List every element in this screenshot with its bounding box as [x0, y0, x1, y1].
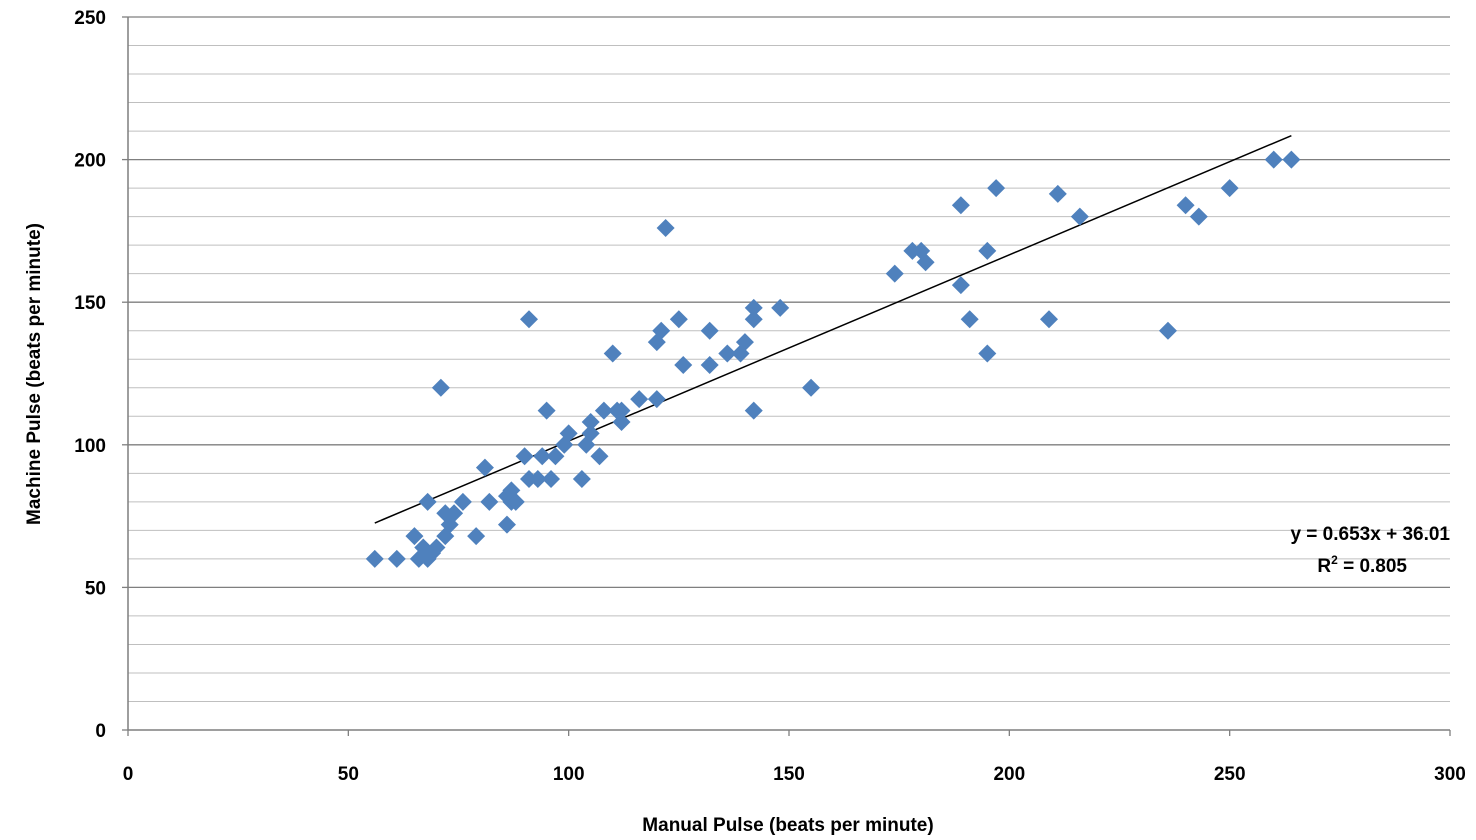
y-tick-label: 50: [85, 578, 106, 599]
data-point: [537, 401, 556, 420]
data-point: [528, 470, 547, 489]
data-points: [365, 150, 1301, 568]
x-axis-title: Manual Pulse (beats per minute): [642, 815, 933, 836]
data-point: [771, 298, 790, 317]
data-point: [744, 310, 763, 329]
trendline: [374, 134, 1292, 524]
data-point: [652, 321, 671, 340]
data-point: [700, 321, 719, 340]
y-tick-label: 200: [74, 151, 106, 172]
data-point: [581, 412, 600, 431]
data-point: [744, 401, 763, 420]
data-point: [744, 298, 763, 317]
r-squared-superscript: 2: [1331, 553, 1338, 567]
y-tick-label: 150: [74, 293, 106, 314]
r-squared-value: = 0.805: [1338, 556, 1408, 577]
trendline-group: [374, 134, 1292, 524]
data-point: [1039, 310, 1058, 329]
data-point: [418, 492, 437, 511]
data-point: [546, 447, 565, 466]
data-point: [978, 241, 997, 260]
data-point: [1264, 150, 1283, 169]
data-point: [1220, 179, 1239, 198]
data-point: [542, 470, 561, 489]
x-tick-label: 250: [1214, 764, 1246, 785]
data-point: [700, 355, 719, 374]
data-point: [718, 344, 737, 363]
x-tick-label: 100: [553, 764, 585, 785]
data-point: [960, 310, 979, 329]
data-point: [612, 412, 631, 431]
data-point: [1282, 150, 1301, 169]
data-point: [365, 549, 384, 568]
data-point: [1158, 321, 1177, 340]
data-point: [802, 378, 821, 397]
data-point: [674, 355, 693, 374]
data-point: [387, 549, 406, 568]
data-point: [453, 492, 472, 511]
data-point: [559, 424, 578, 443]
data-point: [445, 504, 464, 523]
data-point: [506, 492, 525, 511]
y-tick-label: 100: [74, 436, 106, 457]
data-point: [987, 179, 1006, 198]
data-point: [520, 310, 539, 329]
gridlines: [128, 16, 1450, 702]
data-point: [581, 424, 600, 443]
data-point: [656, 219, 675, 238]
y-tick-labels: 0 50 100 150 200 250: [74, 8, 106, 742]
data-point: [647, 390, 666, 409]
data-point: [594, 401, 613, 420]
x-tick-label: 200: [993, 764, 1025, 785]
r-squared-label: R2 = 0.805: [1317, 553, 1407, 577]
data-point: [497, 515, 516, 534]
data-point: [603, 344, 622, 363]
data-point: [590, 447, 609, 466]
data-point: [572, 470, 591, 489]
data-point: [1189, 207, 1208, 226]
data-point: [951, 196, 970, 215]
x-tick-label: 0: [123, 764, 134, 785]
data-point: [951, 276, 970, 295]
data-point: [912, 241, 931, 260]
data-point: [431, 378, 450, 397]
data-point: [1048, 184, 1067, 203]
r-squared-prefix: R: [1317, 556, 1331, 577]
data-point: [515, 447, 534, 466]
data-point: [1176, 196, 1195, 215]
data-point: [405, 527, 424, 546]
data-point: [669, 310, 688, 329]
axes: [122, 16, 1451, 736]
y-tick-label: 0: [95, 721, 106, 742]
x-tick-labels: 0 50 100 150 200 250 300: [123, 764, 1466, 785]
data-point: [467, 527, 486, 546]
data-point: [978, 344, 997, 363]
x-tick-label: 300: [1434, 764, 1466, 785]
data-point: [885, 264, 904, 283]
data-point: [735, 333, 754, 352]
y-tick-label: 250: [74, 8, 106, 29]
data-point: [480, 492, 499, 511]
data-point: [533, 447, 552, 466]
data-point: [1070, 207, 1089, 226]
data-point: [630, 390, 649, 409]
data-point: [916, 253, 935, 272]
data-point: [475, 458, 494, 477]
y-axis-title: Machine Pulse (beats per minute): [24, 223, 45, 525]
data-point: [612, 401, 631, 420]
x-tick-label: 50: [338, 764, 359, 785]
trendline-equation: y = 0.653x + 36.01: [1290, 524, 1450, 545]
data-point: [427, 538, 446, 557]
x-tick-label: 150: [773, 764, 805, 785]
